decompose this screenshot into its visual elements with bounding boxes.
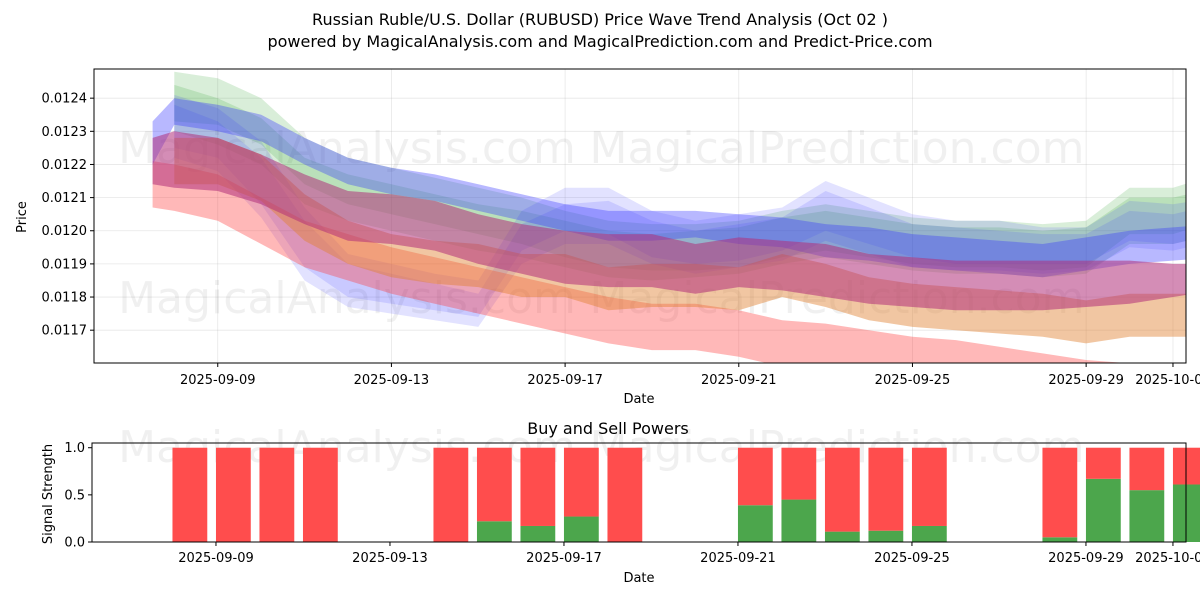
bottom-plot-frame xyxy=(91,442,1187,543)
watermark-text: MagicalPrediction.com xyxy=(590,123,1085,174)
buy-power-bar xyxy=(520,525,556,542)
sell-power-bar xyxy=(520,447,556,526)
buy-power-bar xyxy=(563,516,599,542)
chart-title: Russian Ruble/U.S. Dollar (RUBUSD) Price… xyxy=(312,10,888,29)
top-x-axis-label: Date xyxy=(623,392,654,407)
top-x-tick-label: 2025-09-09 xyxy=(180,373,256,388)
sell-power-bar xyxy=(172,447,208,542)
watermark-text: MagicalAnalysis.com xyxy=(118,273,576,324)
top-y-tick-label: 0.0124 xyxy=(42,92,88,107)
wave-band-blue-main-wave xyxy=(152,98,1186,278)
sell-power-bar xyxy=(824,447,860,532)
sell-power-bar xyxy=(781,447,817,500)
sell-power-bar xyxy=(868,447,904,531)
price-wave-plot: MagicalAnalysis.com MagicalPrediction.com… xyxy=(42,68,1200,388)
top-x-tick-label: 2025-10-01 xyxy=(1135,373,1200,388)
bottom-chart-title: Buy and Sell Powers xyxy=(527,419,689,438)
top-x-tick-label: 2025-09-17 xyxy=(527,373,603,388)
top-y-axis-label: Price xyxy=(15,201,30,233)
top-x-tick-label: 2025-09-29 xyxy=(1048,373,1124,388)
top-x-tick-label: 2025-09-25 xyxy=(875,373,951,388)
sell-power-bar xyxy=(433,447,469,542)
wave-band-purple-wave xyxy=(152,131,1186,311)
bottom-x-tick-label: 2025-09-13 xyxy=(352,551,428,566)
top-y-tick-label: 0.0118 xyxy=(42,291,88,306)
top-y-tick-label: 0.0117 xyxy=(42,324,88,339)
bottom-x-tick-label: 2025-09-29 xyxy=(1048,551,1124,566)
buy-power-bar xyxy=(737,505,773,542)
buy-power-bar xyxy=(781,499,817,542)
wave-band-red-wave xyxy=(152,161,1126,363)
buy-power-bar xyxy=(824,531,860,542)
bottom-x-tick-label: 2025-10-01 xyxy=(1135,551,1200,566)
sell-power-bar xyxy=(737,447,773,506)
buy-sell-power-plot: MagicalAnalysis.com MagicalPrediction.com… xyxy=(64,422,1200,566)
top-y-tick-label: 0.0119 xyxy=(42,257,88,272)
sell-power-bar xyxy=(1129,447,1165,491)
sell-power-bar xyxy=(607,447,643,542)
bottom-x-tick-label: 2025-09-17 xyxy=(526,551,602,566)
bottom-y-tick-label: 1.0 xyxy=(64,441,85,456)
sell-power-bar xyxy=(476,447,512,522)
top-y-tick-label: 0.0121 xyxy=(42,191,88,206)
buy-power-bar xyxy=(868,530,904,542)
sell-power-bar xyxy=(1085,447,1121,479)
top-y-tick-label: 0.0123 xyxy=(42,125,88,140)
buy-power-bar xyxy=(911,525,947,542)
bottom-x-tick-label: 2025-09-25 xyxy=(874,551,950,566)
bottom-y-tick-label: 0.0 xyxy=(64,536,85,551)
buy-power-bar xyxy=(1129,490,1165,542)
sell-power-bar xyxy=(1042,447,1078,538)
sell-power-bar xyxy=(259,447,295,542)
bottom-x-axis-label: Date xyxy=(623,571,654,586)
buy-power-bar xyxy=(476,521,512,542)
buy-power-bar xyxy=(1042,537,1078,542)
chart-subtitle: powered by MagicalAnalysis.com and Magic… xyxy=(267,32,932,51)
bottom-y-axis-label: Signal Strength xyxy=(41,444,56,544)
bottom-x-tick-label: 2025-09-21 xyxy=(700,551,776,566)
top-x-tick-label: 2025-09-21 xyxy=(701,373,777,388)
bottom-x-tick-label: 2025-09-09 xyxy=(178,551,254,566)
sell-power-bar xyxy=(911,447,947,526)
sell-power-bar xyxy=(215,447,251,542)
top-x-tick-label: 2025-09-13 xyxy=(354,373,430,388)
top-y-tick-label: 0.0122 xyxy=(42,158,88,173)
bottom-y-tick-label: 0.5 xyxy=(64,488,85,503)
wave-bands xyxy=(152,71,1186,363)
top-y-tick-label: 0.0120 xyxy=(42,224,88,239)
top-plot-frame xyxy=(93,68,1187,364)
sell-power-bar xyxy=(302,447,338,542)
sell-power-bar xyxy=(563,447,599,517)
buy-power-bar xyxy=(1085,478,1121,542)
